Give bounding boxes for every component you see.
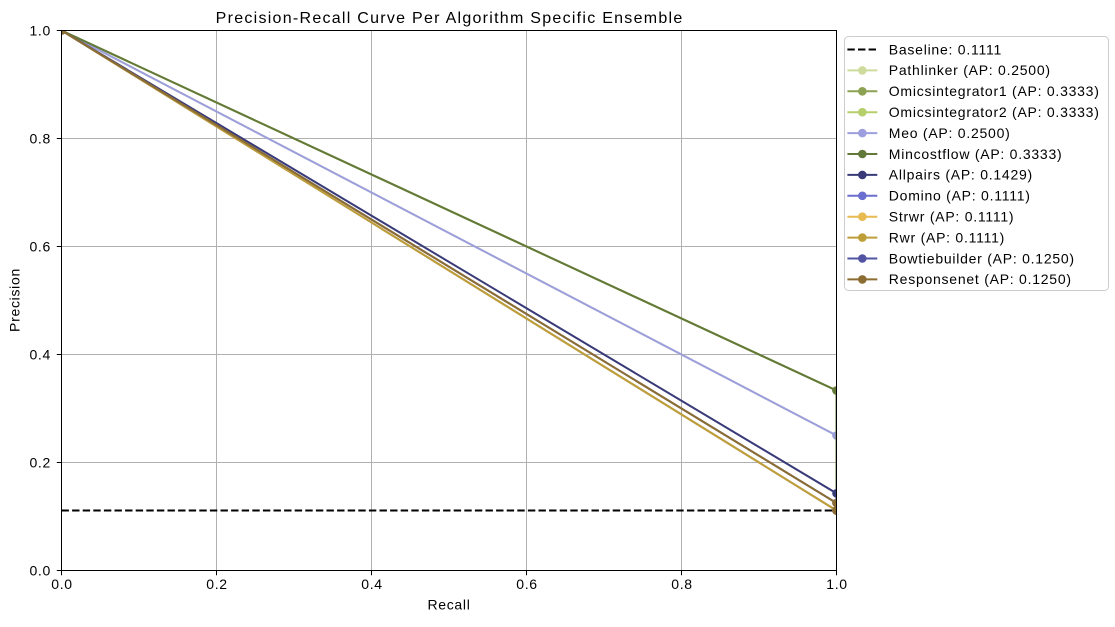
svg-text:1.0: 1.0 [826,576,848,592]
svg-text:Baseline: 0.1111: Baseline: 0.1111 [889,41,1002,57]
svg-text:Recall: Recall [427,597,470,613]
svg-text:Precision: Precision [7,268,23,332]
svg-text:0.6: 0.6 [516,576,538,592]
svg-text:Mincostflow (AP: 0.3333): Mincostflow (AP: 0.3333) [889,146,1063,162]
svg-text:0.8: 0.8 [671,576,693,592]
svg-text:Precision-Recall Curve Per Alg: Precision-Recall Curve Per Algorithm Spe… [216,10,684,27]
svg-text:Domino (AP: 0.1111): Domino (AP: 0.1111) [889,188,1031,204]
svg-text:0.4: 0.4 [361,576,383,592]
svg-text:Pathlinker (AP: 0.2500): Pathlinker (AP: 0.2500) [889,62,1051,78]
svg-text:Omicsintegrator2 (AP: 0.3333): Omicsintegrator2 (AP: 0.3333) [889,104,1100,120]
svg-text:Bowtiebuilder (AP: 0.1250): Bowtiebuilder (AP: 0.1250) [889,250,1075,266]
svg-text:0.0: 0.0 [29,562,51,578]
svg-text:0.6: 0.6 [29,238,51,254]
svg-text:Rwr (AP: 0.1111): Rwr (AP: 0.1111) [889,229,1005,245]
svg-text:Responsenet (AP: 0.1250): Responsenet (AP: 0.1250) [889,271,1072,287]
svg-text:0.0: 0.0 [51,576,73,592]
svg-text:Meo (AP: 0.2500): Meo (AP: 0.2500) [889,125,1011,141]
svg-text:0.4: 0.4 [29,346,51,362]
svg-text:0.8: 0.8 [29,130,51,146]
svg-text:1.0: 1.0 [29,22,51,38]
svg-text:Omicsintegrator1 (AP: 0.3333): Omicsintegrator1 (AP: 0.3333) [889,83,1100,99]
svg-text:0.2: 0.2 [29,454,51,470]
svg-text:0.2: 0.2 [206,576,228,592]
svg-text:Strwr (AP: 0.1111): Strwr (AP: 0.1111) [889,209,1015,225]
svg-text:Allpairs (AP: 0.1429): Allpairs (AP: 0.1429) [889,167,1033,183]
